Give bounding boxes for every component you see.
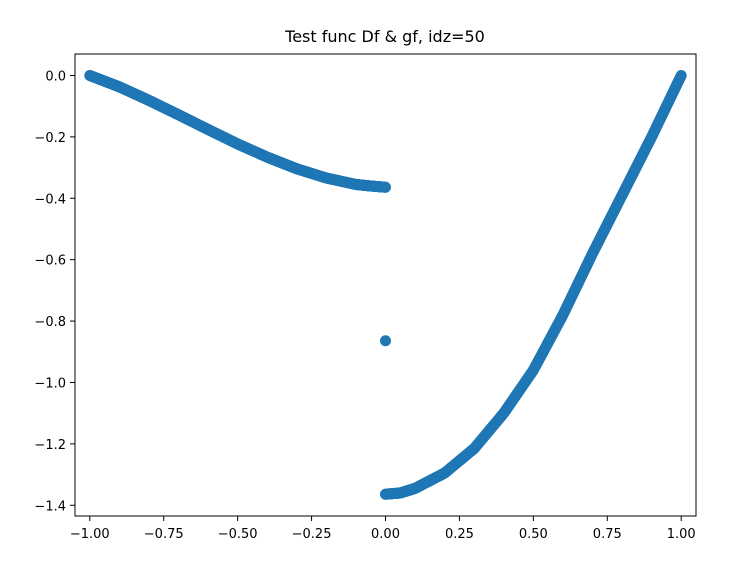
x-tick-label: 0.75 [593,527,622,542]
x-tick-label: −0.75 [144,527,184,542]
x-tick-label: 1.00 [667,527,696,542]
y-tick-label: −1.4 [34,499,66,514]
x-tick-label: −1.00 [70,527,110,542]
axes-frame [74,53,697,517]
x-tick-label: 0.00 [371,527,400,542]
x-axis: −1.00 −0.75 −0.50 −0.25 0.00 0.25 0.50 0.75 1.00 [70,516,696,542]
data-point [380,335,391,347]
y-tick-label: −0.2 [34,131,66,146]
data-point [675,69,687,81]
x-tick-label: 0.50 [519,527,548,542]
x-tick-label: −0.50 [218,527,258,542]
chart-title: Test func Df & gf, idz=50 [284,27,485,46]
y-tick-label: −0.8 [34,315,66,330]
data-point [380,181,391,193]
x-tick-label: −0.25 [292,527,332,542]
x-tick-label: 0.25 [445,527,474,542]
y-tick-label: −0.6 [34,254,66,269]
plot-points [84,69,687,500]
y-tick-label: 0.0 [45,69,66,84]
y-axis: 0.0 −0.2 −0.4 −0.6 −0.8 −1.0 −1.2 −1.4 [34,69,75,514]
y-tick-label: −0.4 [34,192,66,207]
y-tick-label: −1.2 [34,438,66,453]
y-tick-label: −1.0 [34,376,66,391]
